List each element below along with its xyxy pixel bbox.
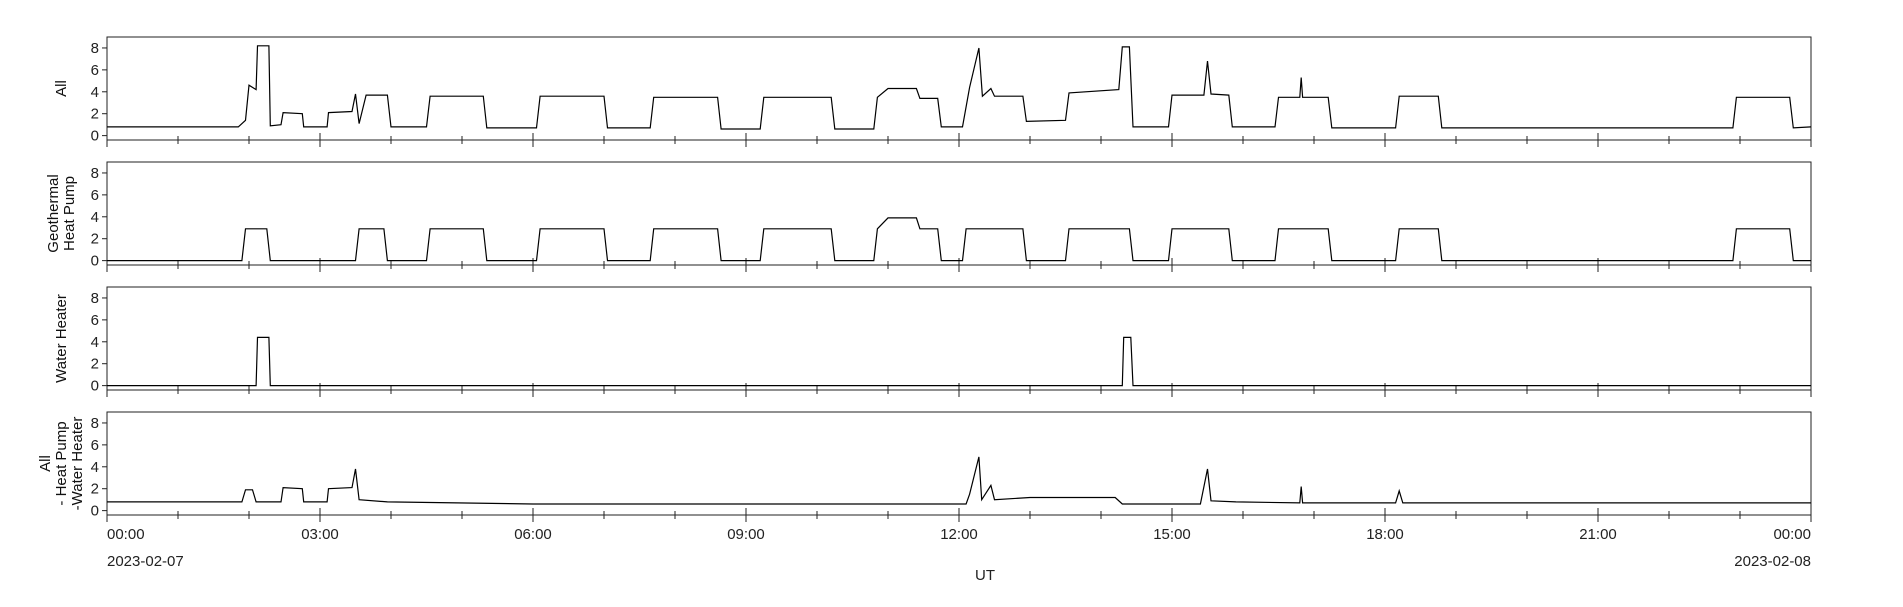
panel-frame (106, 36, 1812, 141)
panel-frame (106, 286, 1812, 391)
y-tick-label: 4 (91, 334, 99, 351)
panel-frame (106, 161, 1812, 266)
panel-ylabel: Water Heater (53, 294, 70, 383)
x-tick-label: 06:00 (514, 526, 552, 543)
panel-4: 0 2 4 6 8 All- Heat Pump-Water Heater (37, 411, 1812, 522)
ylabel-line: All (37, 455, 54, 472)
x-tick-label: 18:00 (1366, 526, 1404, 543)
y-tick-label: 6 (91, 187, 99, 204)
ylabel-line: -Water Heater (69, 417, 86, 511)
y-tick-label: 8 (91, 165, 99, 182)
y-tick-label: 2 (91, 231, 99, 248)
y-tick-label: 8 (91, 290, 99, 307)
ylabel-line: - Heat Pump (53, 421, 70, 505)
y-tick-label: 8 (91, 415, 99, 432)
x-tick-label: 12:00 (940, 526, 978, 543)
y-tick-label: 2 (91, 481, 99, 498)
y-tick-label: 2 (91, 106, 99, 123)
x-date-end-label: 2023-02-08 (1734, 553, 1811, 570)
x-tick-label: 03:00 (301, 526, 339, 543)
y-tick-label: 0 (91, 128, 99, 145)
ylabel-line: All (53, 80, 70, 97)
x-date-start-label: 2023-02-07 (107, 553, 184, 570)
x-tick-label: 00:00 (1773, 526, 1811, 543)
y-tick-label: 2 (91, 356, 99, 373)
panel-ylabel: All- Heat Pump-Water Heater (37, 417, 86, 511)
panel-trace (107, 45, 1812, 130)
y-tick-label: 4 (91, 84, 99, 101)
panels-group: 0 2 4 6 8 All 0 2 4 6 8 GeothermalHeat Pump 0 2 4 6 8 Wat… (37, 36, 1812, 522)
ylabel-line: Heat Pump (61, 176, 78, 251)
y-tick-label: 0 (91, 378, 99, 395)
ylabel-line: Geothermal (45, 174, 62, 252)
y-tick-label: 4 (91, 459, 99, 476)
x-tick-label: 09:00 (727, 526, 765, 543)
x-axis-label: UT (975, 567, 995, 584)
ylabel-line: Water Heater (53, 294, 70, 383)
x-tick-label: 15:00 (1153, 526, 1191, 543)
panel-trace (107, 217, 1811, 262)
x-axis: 00:00 03:00 06:00 09:00 12:00 15:00 18:00 21:00… (107, 526, 1811, 543)
y-tick-label: 0 (91, 253, 99, 270)
y-tick-label: 0 (91, 503, 99, 520)
panel-3: 0 2 4 6 8 Water Heater (53, 286, 1812, 397)
panel-2: 0 2 4 6 8 GeothermalHeat Pump (45, 161, 1812, 272)
panel-ylabel: All (53, 80, 70, 97)
x-tick-label: 21:00 (1579, 526, 1617, 543)
x-tick-label: 00:00 (107, 526, 145, 543)
panel-ylabel: GeothermalHeat Pump (45, 174, 78, 252)
y-tick-label: 4 (91, 209, 99, 226)
y-tick-label: 6 (91, 437, 99, 454)
y-tick-label: 6 (91, 312, 99, 329)
panel-trace (107, 456, 1811, 505)
panel-trace (107, 336, 1811, 387)
panel-1: 0 2 4 6 8 All (53, 36, 1812, 147)
y-tick-label: 6 (91, 62, 99, 79)
y-tick-label: 8 (91, 40, 99, 57)
